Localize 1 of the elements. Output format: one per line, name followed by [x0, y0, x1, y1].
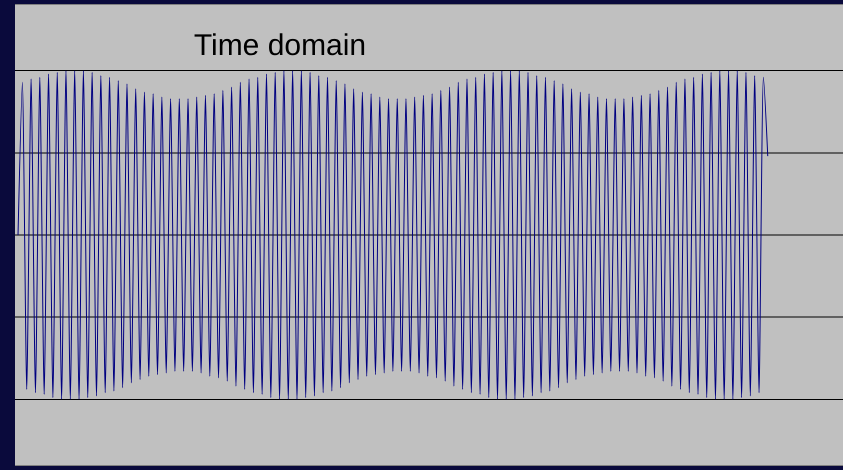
chart-title: Time domain — [194, 29, 366, 62]
